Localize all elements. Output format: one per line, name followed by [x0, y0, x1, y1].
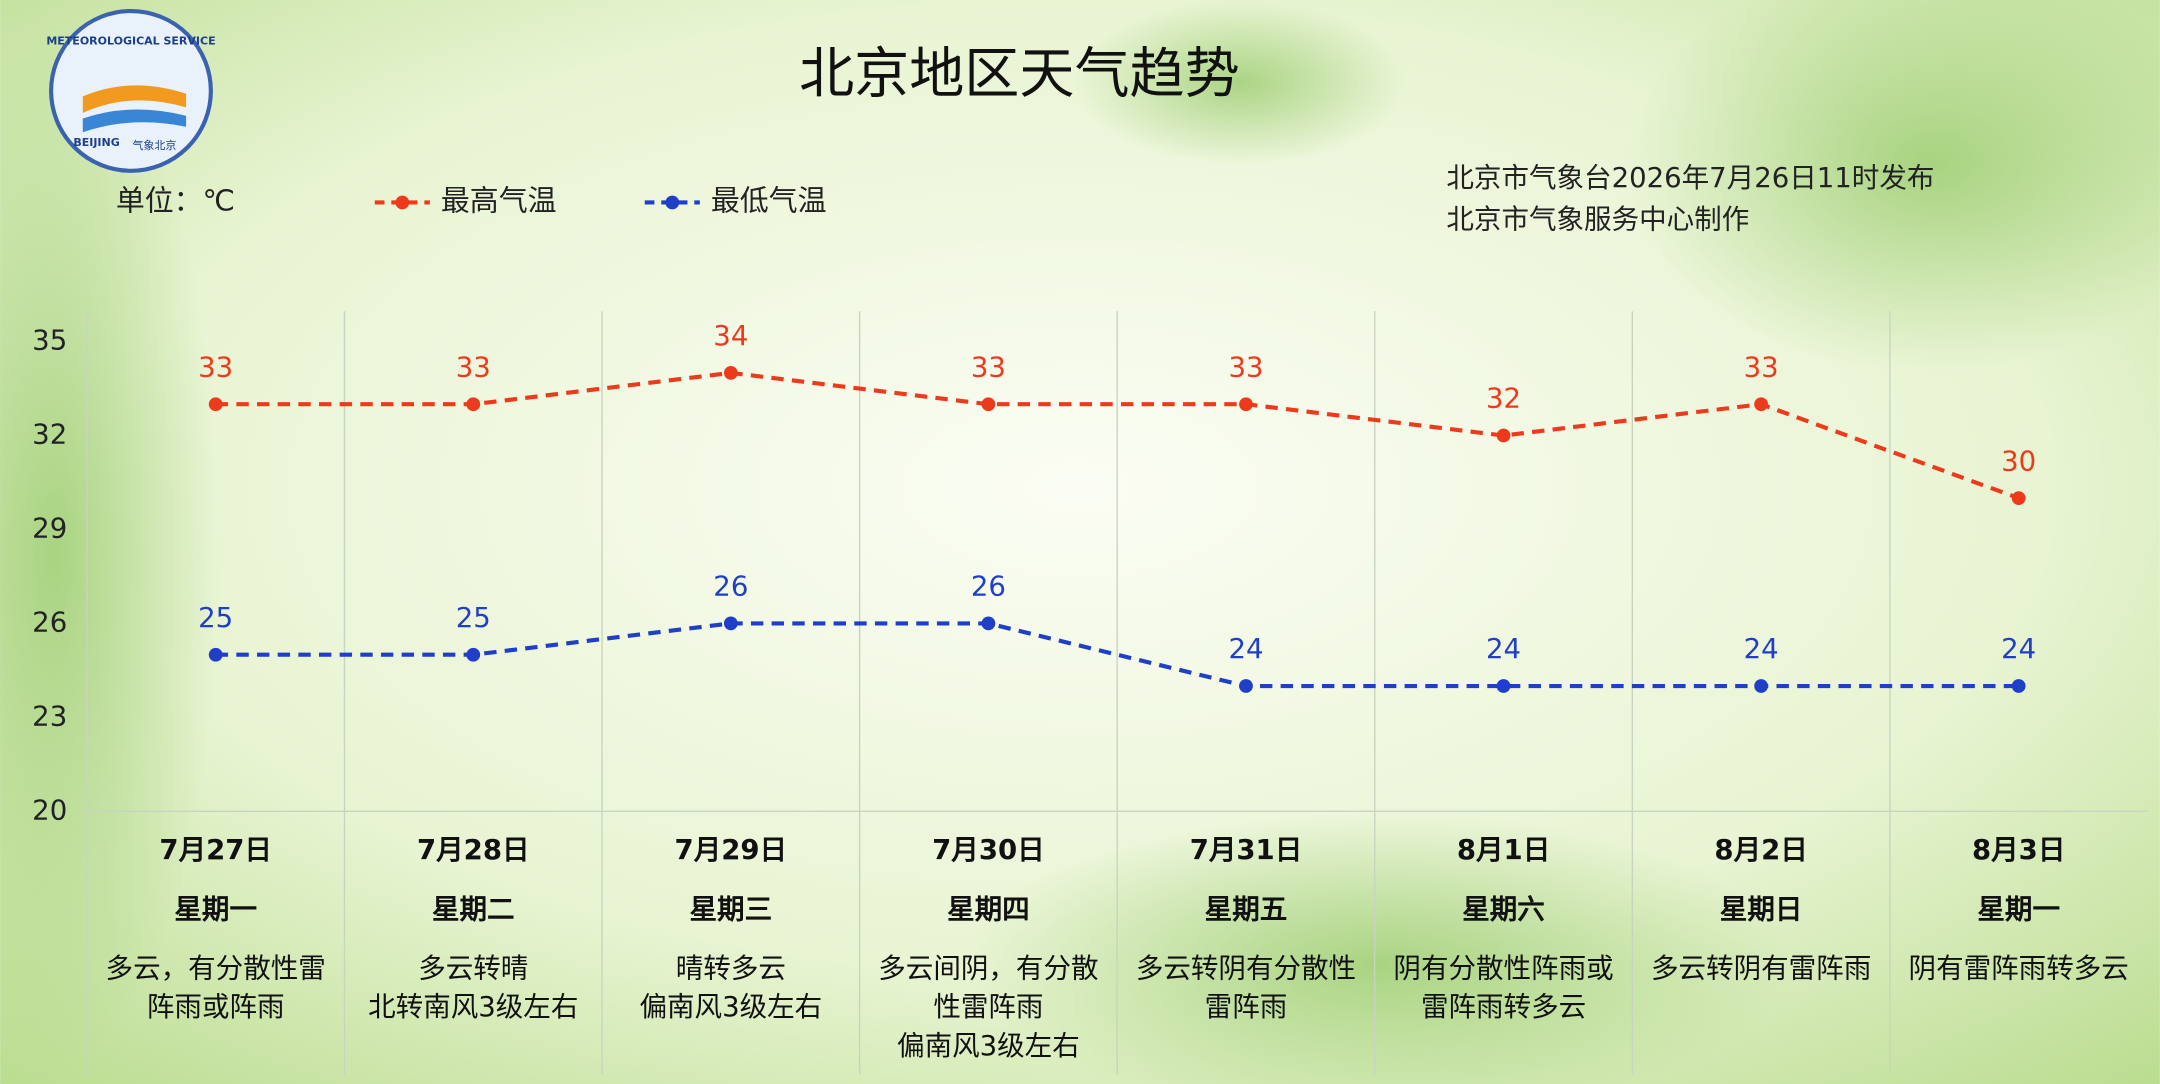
weather-text: 晴转多云 [676, 953, 786, 985]
point [1754, 397, 1769, 412]
leaf-decor [1074, 0, 1406, 166]
y-tick-label: 20 [32, 794, 67, 826]
y-tick-label: 26 [32, 606, 67, 638]
series-line [215, 621, 2019, 689]
point [1496, 679, 1511, 693]
legend-label: 最低气温 [711, 183, 827, 217]
logo: METEOROLOGICAL SERVICE BEIJING 气象北京 [46, 8, 216, 173]
series-line [215, 370, 2020, 501]
point [723, 366, 738, 380]
weekday-label: 星期一 [174, 893, 257, 925]
value-label: 26 [713, 571, 748, 603]
y-tick-label: 32 [32, 419, 67, 451]
weather-text: 性雷阵雨 [933, 991, 1043, 1023]
point [2011, 491, 2026, 506]
value-label: 24 [2001, 633, 2036, 665]
date-label: 7月29日 [675, 834, 788, 866]
value-label: 33 [971, 351, 1006, 383]
legend-dot [665, 195, 680, 210]
point [2011, 679, 2026, 693]
unit-label: 单位：℃ [116, 183, 235, 217]
legend-dot [395, 195, 410, 210]
value-label: 26 [971, 571, 1006, 603]
logo-text: METEOROLOGICAL SERVICE [46, 34, 215, 47]
logo-city: BEIJING [73, 136, 119, 149]
weekday-label: 星期六 [1462, 893, 1545, 925]
value-label: 24 [1228, 633, 1263, 665]
value-label: 25 [198, 602, 233, 634]
weekday-label: 星期五 [1205, 893, 1288, 925]
point [981, 397, 996, 412]
publisher: 北京市气象服务中心制作 [1446, 203, 1749, 235]
date-label: 8月2日 [1714, 834, 1807, 866]
y-tick-label: 23 [32, 700, 67, 732]
weather-text: 阴有雷阵雨转多云 [1909, 953, 2129, 985]
point [1239, 397, 1253, 412]
y-tick-label: 35 [32, 325, 67, 357]
date-label: 7月27日 [159, 834, 272, 866]
weather-text: 阵雨或阵雨 [147, 991, 285, 1023]
value-label: 33 [1744, 351, 1779, 383]
weekday-label: 星期三 [690, 893, 773, 925]
chart-title: 北京地区天气趋势 [799, 41, 1240, 105]
legend-label: 最高气温 [441, 183, 557, 217]
value-label: 34 [713, 320, 748, 352]
date-label: 7月31日 [1190, 834, 1303, 866]
value-label: 33 [198, 351, 233, 383]
weather-text: 阴有分散性阵雨或 [1393, 953, 1613, 985]
weather-text: 多云间阴，有分散 [878, 953, 1098, 985]
point [208, 397, 223, 412]
logo-band [82, 85, 187, 113]
value-label: 30 [2001, 445, 2036, 477]
date-label: 7月28日 [417, 834, 530, 866]
date-label: 7月30日 [932, 834, 1045, 866]
weather-text: 多云，有分散性雷 [106, 953, 326, 985]
publisher: 北京市气象台2026年7月26日11时发布 [1446, 162, 1934, 194]
point [981, 616, 996, 631]
logo-name: 气象北京 [132, 138, 176, 152]
value-label: 24 [1486, 633, 1521, 665]
point [208, 647, 223, 662]
leaf-decor [964, 812, 1791, 1084]
weather-text: 雷阵雨转多云 [1421, 991, 1586, 1023]
value-label: 33 [1228, 351, 1263, 383]
point [1496, 428, 1511, 443]
weather-text: 偏南风3级左右 [639, 991, 822, 1023]
weekday-label: 星期一 [1977, 893, 2060, 925]
weather-text: 多云转阴有雷阵雨 [1651, 953, 1871, 985]
weather-text: 北转南风3级左右 [368, 991, 578, 1023]
weather-text: 雷阵雨 [1205, 991, 1288, 1023]
value-label: 33 [456, 351, 491, 383]
weather-text: 偏南风3级左右 [897, 1030, 1080, 1062]
weekday-label: 星期日 [1720, 893, 1803, 925]
y-tick-label: 29 [32, 512, 67, 544]
logo-band [82, 109, 187, 133]
date-label: 8月1日 [1457, 834, 1550, 866]
date-label: 8月3日 [1972, 834, 2065, 866]
leaf-decor [0, 27, 221, 1075]
weekday-label: 星期二 [432, 893, 515, 925]
weather-text: 多云转晴 [418, 953, 528, 985]
leaf-decor [1625, 0, 2160, 372]
point [1754, 679, 1769, 693]
value-label: 32 [1486, 383, 1521, 415]
point [1239, 679, 1253, 693]
weekday-label: 星期四 [947, 893, 1030, 925]
value-label: 24 [1744, 633, 1779, 665]
point [466, 647, 481, 662]
point [723, 616, 738, 631]
point [466, 397, 481, 412]
weather-text: 多云转阴有分散性 [1136, 953, 1356, 985]
value-label: 25 [456, 602, 491, 634]
